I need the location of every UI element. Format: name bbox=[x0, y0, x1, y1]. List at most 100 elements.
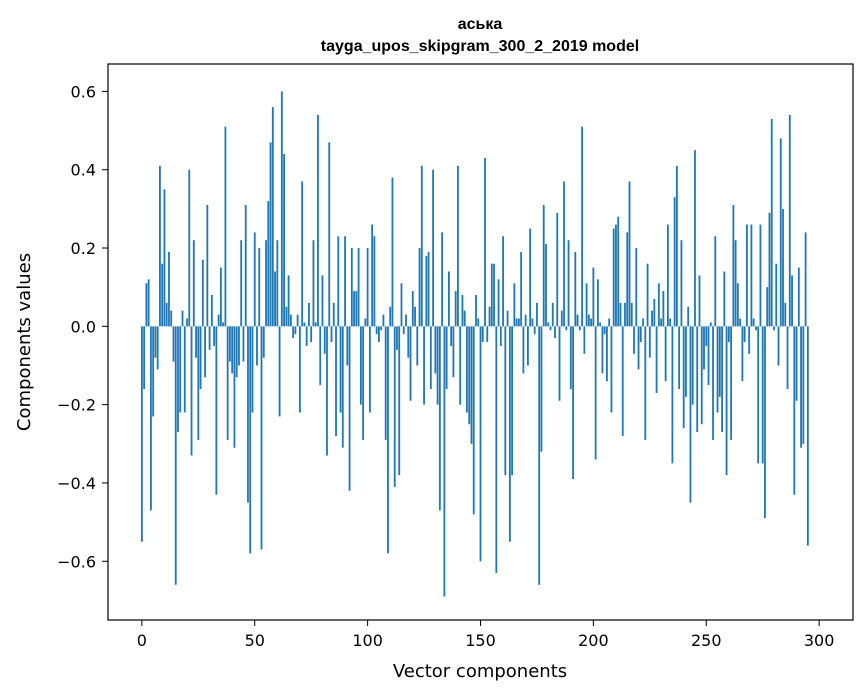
bar-217 bbox=[630, 302, 633, 327]
bar-286 bbox=[786, 326, 789, 389]
bar-184 bbox=[556, 212, 559, 327]
bar-208 bbox=[610, 326, 613, 413]
bar-131 bbox=[436, 326, 439, 405]
bar-182 bbox=[551, 302, 554, 327]
bar-101 bbox=[368, 326, 371, 413]
bar-155 bbox=[490, 263, 493, 327]
bar-61 bbox=[278, 326, 281, 417]
y-tick-label: −0.6 bbox=[57, 552, 96, 571]
bar-102 bbox=[371, 224, 374, 327]
x-tick-label: 200 bbox=[578, 631, 609, 650]
bar-148 bbox=[475, 295, 477, 327]
bar-240 bbox=[682, 326, 685, 429]
bar-183 bbox=[554, 326, 556, 339]
bar-231 bbox=[662, 291, 665, 327]
bar-195 bbox=[581, 126, 583, 327]
bar-5 bbox=[152, 326, 155, 417]
bar-267 bbox=[743, 326, 746, 342]
bar-219 bbox=[635, 248, 638, 327]
bar-295 bbox=[806, 326, 809, 546]
bar-141 bbox=[459, 326, 462, 405]
x-tick-label: 250 bbox=[691, 631, 722, 650]
bar-256 bbox=[718, 326, 721, 397]
bar-287 bbox=[788, 114, 791, 327]
bar-10 bbox=[163, 189, 166, 327]
bar-112 bbox=[393, 326, 396, 487]
bar-128 bbox=[429, 326, 432, 389]
bar-52 bbox=[258, 248, 261, 327]
bar-153 bbox=[486, 326, 489, 342]
bar-150 bbox=[479, 326, 482, 562]
bar-87 bbox=[337, 236, 340, 327]
bar-53 bbox=[260, 326, 263, 550]
bar-234 bbox=[669, 318, 672, 327]
bar-70 bbox=[298, 326, 301, 413]
bar-78 bbox=[317, 114, 319, 327]
x-axis-label: Vector components bbox=[393, 661, 567, 682]
bar-248 bbox=[700, 326, 703, 425]
bar-147 bbox=[472, 326, 475, 515]
y-tick-label: −0.2 bbox=[57, 396, 96, 415]
bar-263 bbox=[734, 240, 737, 327]
bar-160 bbox=[502, 236, 504, 327]
y-tick-label: 0.0 bbox=[71, 317, 96, 336]
bar-205 bbox=[603, 326, 606, 335]
bar-109 bbox=[387, 326, 389, 554]
x-tick-label: 150 bbox=[465, 631, 496, 650]
x-tick-label: 0 bbox=[137, 631, 147, 650]
bar-251 bbox=[707, 326, 710, 386]
bar-241 bbox=[685, 326, 687, 397]
bar-35 bbox=[219, 267, 222, 327]
y-tick-label: 0.4 bbox=[71, 161, 96, 180]
bar-258 bbox=[723, 271, 726, 327]
bar-275 bbox=[761, 326, 764, 464]
bar-100 bbox=[366, 248, 369, 327]
bar-118 bbox=[407, 326, 410, 358]
bar-270 bbox=[750, 224, 753, 327]
bar-154 bbox=[488, 306, 491, 327]
bar-243 bbox=[689, 326, 692, 503]
bar-212 bbox=[619, 302, 622, 327]
bar-282 bbox=[777, 326, 780, 366]
bar-49 bbox=[251, 326, 254, 413]
bar-132 bbox=[438, 326, 441, 511]
bar-237 bbox=[676, 165, 678, 327]
bar-143 bbox=[463, 310, 466, 327]
bar-107 bbox=[382, 314, 385, 327]
bar-218 bbox=[633, 326, 635, 354]
bar-242 bbox=[687, 306, 690, 327]
bar-82 bbox=[326, 326, 328, 456]
bar-88 bbox=[339, 326, 342, 413]
bar-91 bbox=[346, 326, 349, 366]
bar-285 bbox=[784, 302, 787, 327]
bar-254 bbox=[714, 236, 717, 327]
bar-40 bbox=[231, 326, 234, 374]
bar-157 bbox=[495, 326, 498, 574]
bar-24 bbox=[195, 326, 197, 358]
bar-279 bbox=[770, 118, 773, 327]
bar-222 bbox=[642, 318, 644, 327]
bar-169 bbox=[522, 326, 525, 374]
bar-185 bbox=[558, 326, 561, 401]
bar-11 bbox=[165, 302, 168, 327]
bar-37 bbox=[224, 126, 227, 327]
chart-title: аська bbox=[458, 16, 503, 33]
bar-48 bbox=[249, 326, 252, 554]
bar-170 bbox=[524, 314, 527, 327]
bar-167 bbox=[517, 318, 520, 327]
bar-265 bbox=[739, 318, 742, 327]
bar-144 bbox=[466, 326, 468, 413]
bar-181 bbox=[549, 326, 552, 331]
bar-77 bbox=[314, 322, 317, 327]
bar-26 bbox=[199, 326, 202, 389]
x-tick-label: 50 bbox=[245, 631, 265, 650]
bar-189 bbox=[567, 240, 570, 327]
bar-255 bbox=[716, 326, 719, 413]
bar-165 bbox=[513, 283, 516, 327]
bar-76 bbox=[312, 240, 315, 327]
bar-145 bbox=[468, 326, 471, 425]
bar-90 bbox=[344, 236, 346, 327]
bar-45 bbox=[242, 326, 245, 362]
bar-228 bbox=[655, 326, 658, 393]
bar-1 bbox=[143, 326, 146, 389]
